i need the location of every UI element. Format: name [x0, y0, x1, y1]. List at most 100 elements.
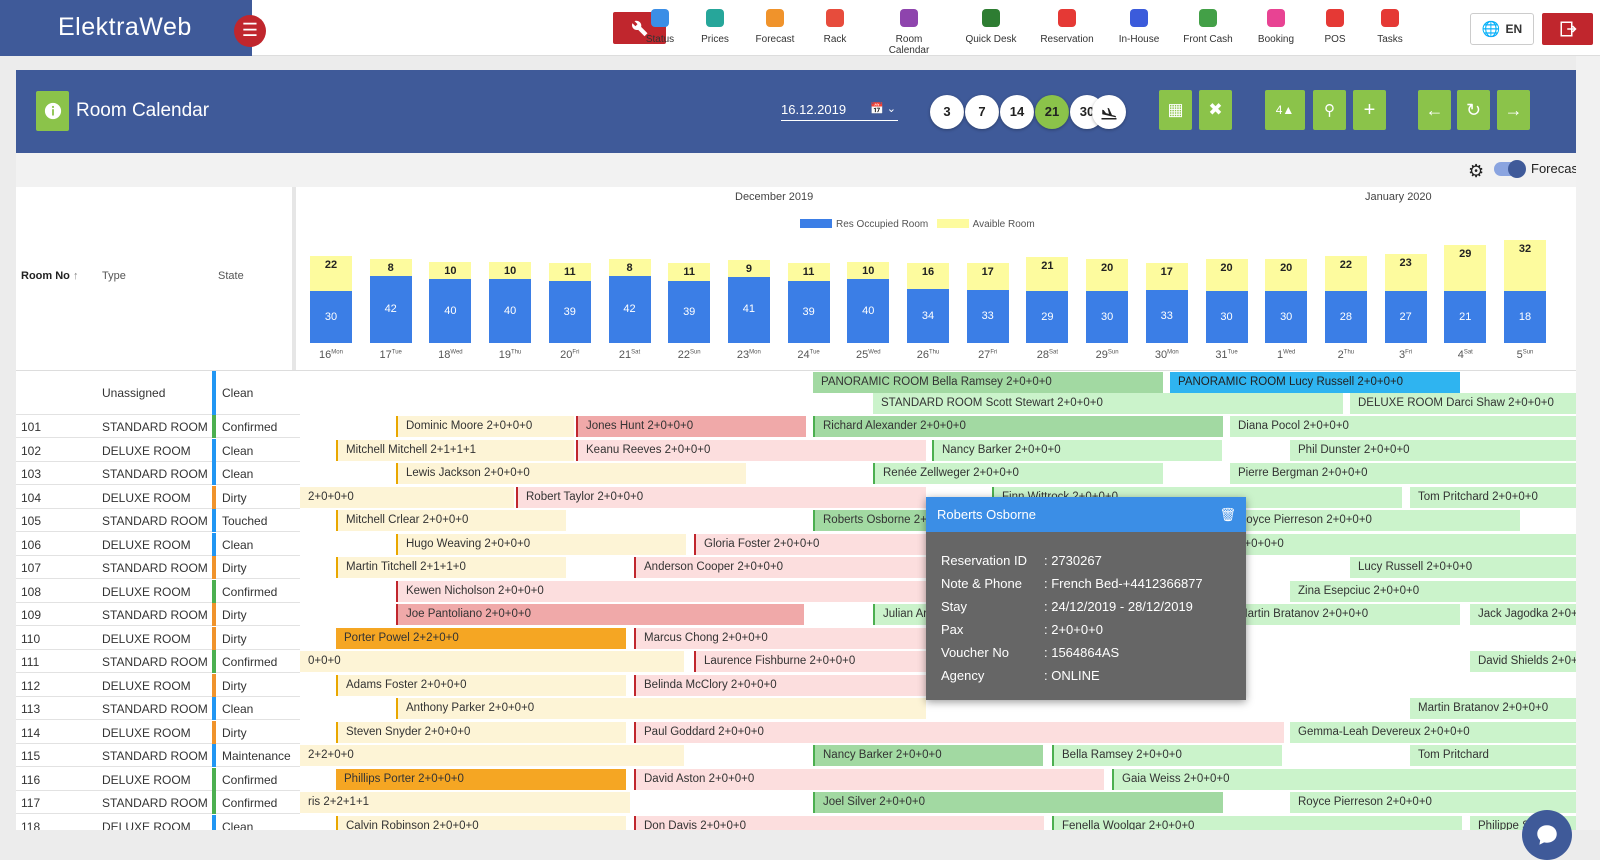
language-selector[interactable]: 🌐 EN: [1470, 13, 1534, 45]
type-header[interactable]: Type: [102, 270, 126, 282]
reservation-block[interactable]: 2+2+0+0: [300, 745, 684, 766]
reservation-block[interactable]: Steven Snyder 2+0+0+0: [336, 721, 626, 743]
forecast-bar[interactable]: 20 30: [1205, 187, 1248, 347]
grid-view-button[interactable]: ▦: [1159, 90, 1192, 130]
previous-button[interactable]: ←: [1418, 90, 1451, 130]
forecast-bar[interactable]: 32 18: [1504, 187, 1546, 347]
reservation-block[interactable]: Julian Arnold 2+0+0+0: [873, 604, 933, 625]
nav-prices[interactable]: Prices: [684, 6, 746, 54]
reservation-block[interactable]: Nancy Barker 2+0+0+0: [932, 439, 1222, 461]
forecast-bar[interactable]: 11 39: [668, 187, 711, 347]
reservation-lane[interactable]: Mitchell Mitchell 2+1+1+1 Keanu Reeves 2+…: [300, 438, 1576, 462]
next-button[interactable]: →: [1497, 90, 1530, 130]
range-button-7[interactable]: 7: [965, 95, 999, 129]
reservation-lane[interactable]: Calvin Robinson 2+0+0+0 Don Davis 2+0+0+0…: [300, 814, 1576, 830]
reservation-block[interactable]: PANORAMIC ROOM Bella Ramsey 2+0+0+0: [813, 372, 1163, 393]
reservation-block[interactable]: Royce Pierreson 2+0+0+0: [1230, 510, 1520, 531]
reservation-block[interactable]: Martin Bratanov 2+0+0+0: [1410, 698, 1576, 719]
reservation-lane[interactable]: 2+2+0+0 Nancy Barker 2+0+0+0 Bella Ramsey …: [300, 744, 1576, 767]
date-picker[interactable]: 16.12.2019 📅 ⌄: [781, 102, 898, 121]
reservation-lane[interactable]: Lewis Jackson 2+0+0+0 Renée Zellweger 2+0…: [300, 462, 1576, 485]
forecast-bar[interactable]: 10 40: [489, 187, 532, 347]
trash-icon[interactable]: 🗑: [1219, 507, 1236, 522]
reservation-block[interactable]: Joel Silver 2+0+0+0: [813, 792, 1223, 813]
reservation-block[interactable]: Zina Esepciuc 2+0+0+0: [1290, 580, 1576, 602]
search-button[interactable]: ⚲: [1313, 90, 1346, 130]
forecast-bar[interactable]: 20 30: [1086, 187, 1129, 347]
reservation-block[interactable]: Gemma-Leah Devereux 2+0+0+0: [1290, 721, 1576, 743]
reservation-block[interactable]: Bella Ramsey 2+0+0+0: [1052, 745, 1282, 766]
nav-forecast[interactable]: Forecast: [744, 6, 806, 54]
nav-booking[interactable]: Booking: [1245, 6, 1307, 54]
app-logo[interactable]: ElektraWeb: [0, 0, 252, 56]
reservation-block[interactable]: Dominic Moore 2+0+0+0: [396, 416, 574, 437]
reservation-block[interactable]: Tom Pritchard 2+0+0+0: [1410, 486, 1576, 508]
reservation-block[interactable]: Paul Goddard 2+0+0+0: [634, 721, 1284, 743]
restaurant-button[interactable]: ✖: [1199, 90, 1232, 130]
reservation-block[interactable]: Phil Dunster 2+0+0+0: [1290, 439, 1576, 461]
nav-front-cash[interactable]: Front Cash: [1177, 6, 1239, 54]
nav-tasks[interactable]: Tasks: [1359, 6, 1421, 54]
nav-rack[interactable]: Rack: [804, 6, 866, 54]
reservation-block[interactable]: Mitchell Mitchell 2+1+1+1: [336, 439, 574, 461]
page-scrollbar[interactable]: [1576, 56, 1600, 830]
reservation-block[interactable]: Martin Bratanov 2+0+0+0: [1230, 604, 1460, 625]
reservation-block[interactable]: PANORAMIC ROOM Lucy Russell 2+0+0+0: [1170, 372, 1460, 393]
reservation-lane[interactable]: Adams Foster 2+0+0+0 Belinda McClory 2+0+…: [300, 673, 1576, 697]
forecast-bar[interactable]: 8 42: [369, 187, 412, 347]
forecast-bar[interactable]: 11 39: [548, 187, 591, 347]
nav-status[interactable]: Status: [629, 6, 691, 54]
reservation-block[interactable]: Anthony Parker 2+0+0+0: [396, 698, 926, 719]
logout-button[interactable]: [1542, 13, 1593, 45]
gear-icon[interactable]: ⚙: [1468, 161, 1485, 181]
reservation-block[interactable]: Keanu Reeves 2+0+0+0: [576, 439, 926, 461]
reservation-block[interactable]: Gaia Weiss 2+0+0+0: [1112, 768, 1576, 790]
nav-reservation[interactable]: Reservation: [1036, 6, 1098, 54]
reservation-lane[interactable]: PANORAMIC ROOM Bella Ramsey 2+0+0+0 PANOR…: [300, 371, 1576, 415]
reservation-block[interactable]: Pierre Bergman 2+0+0+0: [1230, 463, 1576, 484]
forecast-bar[interactable]: 11 39: [787, 187, 830, 347]
forecast-bar[interactable]: 29 21: [1444, 187, 1487, 347]
forecast-bar[interactable]: 17 33: [966, 187, 1009, 347]
forecast-bar[interactable]: 17 33: [1145, 187, 1188, 347]
forecast-bar[interactable]: 10 40: [429, 187, 472, 347]
info-button[interactable]: [36, 91, 69, 131]
chat-button[interactable]: [1522, 810, 1572, 860]
reservation-block[interactable]: Martin Titchell 2+1+1+0: [336, 557, 566, 578]
forecast-bar[interactable]: 22 28: [1324, 187, 1367, 347]
reservation-lane[interactable]: Kewen Nicholson 2+0+0+0 Zina Esepciuc 2+0…: [300, 579, 1576, 603]
reservation-block[interactable]: Joe Pantoliano 2+0+0+0: [396, 604, 804, 625]
hamburger-menu-button[interactable]: ☰: [234, 15, 266, 47]
reservation-block[interactable]: Nancy Barker 2+0+0+0: [813, 745, 1043, 766]
reservation-lane[interactable]: Dominic Moore 2+0+0+0 Jones Hunt 2+0+0+0 R…: [300, 415, 1576, 438]
reservation-lane[interactable]: Anthony Parker 2+0+0+0 Martin Bratanov 2+…: [300, 697, 1576, 720]
reservation-block[interactable]: DELUXE ROOM Darci Shaw 2+0+0+0: [1350, 393, 1576, 414]
add-button[interactable]: +: [1353, 90, 1386, 130]
reservation-block[interactable]: 0+0+0: [300, 651, 684, 672]
reservation-block[interactable]: David Shields 2+0+0+0: [1470, 651, 1576, 672]
reservation-block[interactable]: Royce Pierreson 2+0+0+0: [1290, 792, 1576, 813]
forecast-bar[interactable]: 8 42: [608, 187, 651, 347]
reservation-block[interactable]: ris 2+2+1+1: [300, 792, 630, 813]
reservation-lane[interactable]: Phillips Porter 2+0+0+0 David Aston 2+0+0…: [300, 767, 1576, 791]
forecast-bar[interactable]: 9 41: [727, 187, 770, 347]
forecast-bar[interactable]: 20 30: [1265, 187, 1308, 347]
forecast-bar[interactable]: 10 40: [847, 187, 890, 347]
reservation-block[interactable]: Renée Zellweger 2+0+0+0: [873, 463, 1163, 484]
nav-room-calendar[interactable]: Room Calendar: [878, 6, 940, 56]
nav-in-house[interactable]: In-House: [1108, 6, 1170, 54]
reservation-block[interactable]: Calvin Robinson 2+0+0+0: [336, 815, 626, 830]
arrival-filter-button[interactable]: [1092, 95, 1126, 129]
reservation-block[interactable]: Lewis Jackson 2+0+0+0: [396, 463, 746, 484]
reservation-block[interactable]: Fenella Woolgar 2+0+0+0: [1052, 815, 1462, 830]
refresh-button[interactable]: ↻: [1457, 90, 1490, 130]
reservation-block[interactable]: Don Davis 2+0+0+0: [634, 815, 1044, 830]
forecast-bar[interactable]: 21 29: [1026, 187, 1069, 347]
reservation-block[interactable]: Hugo Weaving 2+0+0+0: [396, 533, 686, 555]
reservation-lane[interactable]: Steven Snyder 2+0+0+0 Paul Goddard 2+0+0+…: [300, 720, 1576, 744]
room-no-header[interactable]: Room No ↑: [21, 270, 78, 282]
forecast-bar[interactable]: 16 34: [907, 187, 949, 347]
occupancy-button[interactable]: 4 ▲: [1265, 90, 1305, 130]
reservation-block[interactable]: STANDARD ROOM Scott Stewart 2+0+0+0: [873, 393, 1343, 414]
forecast-bar[interactable]: 23 27: [1384, 187, 1427, 347]
